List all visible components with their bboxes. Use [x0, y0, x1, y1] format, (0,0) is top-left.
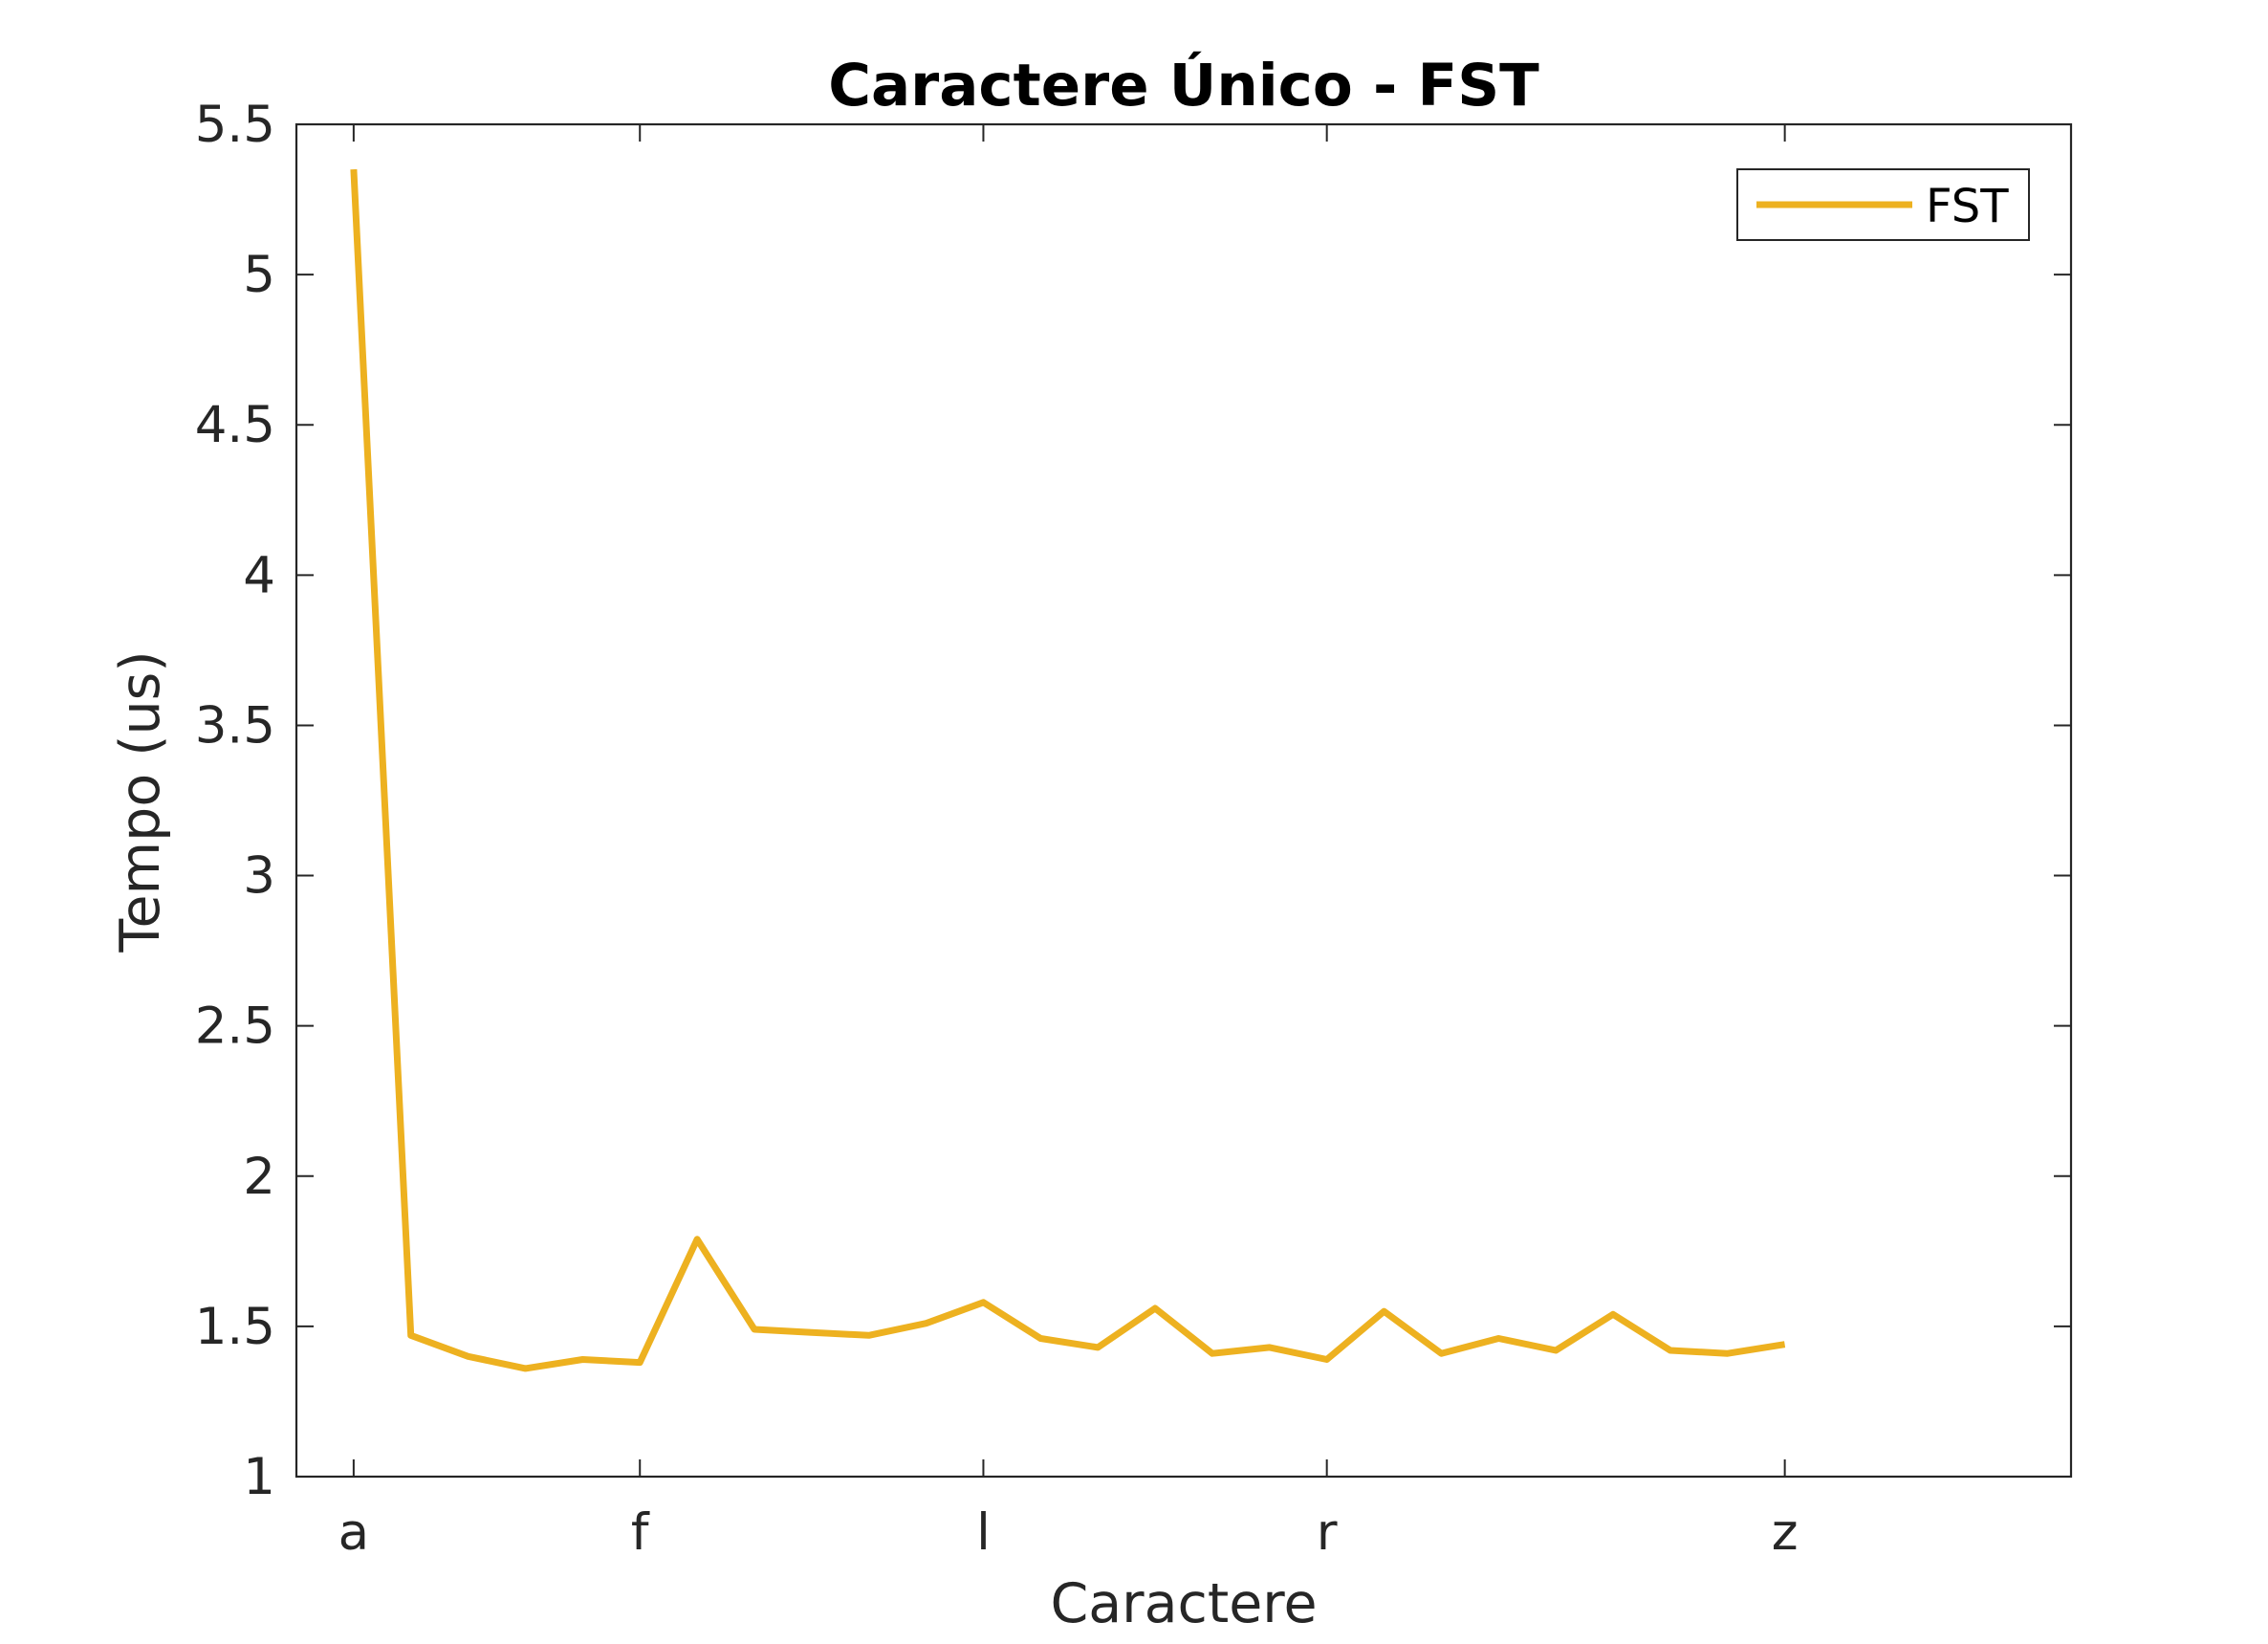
axis-ticks	[296, 123, 2071, 1478]
y-tick-label: 2	[243, 1148, 275, 1206]
x-axis-label: Caractere	[1050, 1572, 1317, 1635]
y-tick-label: 4.5	[195, 396, 275, 454]
x-tick-label: l	[976, 1503, 991, 1562]
y-axis-label: Tempo (us)	[109, 650, 172, 953]
legend-label-fst: FST	[1926, 180, 2009, 233]
y-tick-label: 3.5	[195, 696, 275, 755]
y-tick-label: 3	[243, 847, 275, 906]
x-tick-label: r	[1317, 1503, 1338, 1562]
x-tick-label: z	[1772, 1503, 1799, 1562]
x-tick-label: f	[631, 1503, 650, 1562]
series-layer	[350, 168, 1786, 1372]
tick-labels: 1 1.5 2 2.5 3 3.5 4 4.5 5 5.5 a f l r z	[195, 96, 1799, 1562]
y-tick-label: 1	[243, 1448, 275, 1506]
y-tick-label: 5	[243, 246, 275, 304]
y-tick-label: 5.5	[195, 96, 275, 154]
series-line-fst	[350, 168, 1786, 1372]
plot-frame	[294, 122, 2073, 1479]
y-tick-label: 1.5	[195, 1298, 275, 1356]
chart-title: Caractere Único - FST	[828, 52, 1539, 120]
y-tick-label: 4	[243, 546, 275, 604]
y-tick-label: 2.5	[195, 997, 275, 1056]
legend: FST	[1736, 168, 2030, 241]
plot-area	[296, 124, 2071, 1477]
x-tick-label: a	[338, 1503, 369, 1562]
